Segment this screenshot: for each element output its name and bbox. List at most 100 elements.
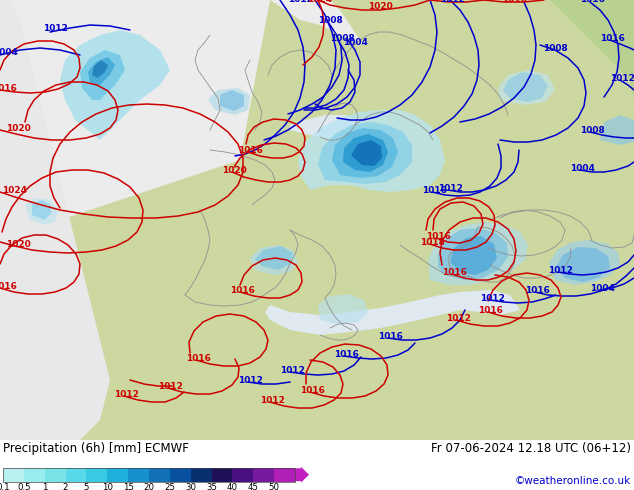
Bar	[3, 467, 295, 482]
Text: 40: 40	[227, 483, 238, 490]
Polygon shape	[0, 0, 110, 440]
Text: 25: 25	[164, 483, 176, 490]
Text: 1012: 1012	[437, 184, 462, 193]
Text: 1016: 1016	[333, 349, 358, 359]
Polygon shape	[0, 0, 634, 440]
Polygon shape	[32, 200, 51, 220]
Text: 20: 20	[143, 483, 155, 490]
Bar	[107, 467, 128, 482]
Text: 1012: 1012	[548, 266, 573, 274]
Polygon shape	[220, 90, 244, 111]
Text: 1012: 1012	[42, 24, 67, 32]
Polygon shape	[290, 115, 375, 155]
Text: 1016: 1016	[230, 286, 254, 294]
Polygon shape	[208, 88, 250, 115]
Text: 35: 35	[206, 483, 217, 490]
Bar	[45, 467, 65, 482]
Text: 2: 2	[63, 483, 68, 490]
Text: 1016: 1016	[600, 33, 624, 43]
Polygon shape	[549, 240, 620, 285]
Text: 1004: 1004	[590, 284, 614, 293]
Bar	[212, 467, 233, 482]
Text: 1016: 1016	[579, 0, 604, 4]
Text: 10: 10	[102, 483, 113, 490]
Text: 1012: 1012	[609, 74, 634, 82]
Polygon shape	[80, 50, 125, 100]
Bar	[233, 467, 254, 482]
Text: 15: 15	[122, 483, 134, 490]
Bar	[24, 467, 45, 482]
Bar	[3, 467, 24, 482]
Text: 1012: 1012	[238, 375, 262, 385]
Text: 1012: 1012	[280, 366, 304, 374]
Text: 1012: 1012	[158, 382, 183, 391]
Text: 1016: 1016	[299, 386, 325, 394]
Polygon shape	[438, 228, 508, 280]
Polygon shape	[556, 247, 610, 282]
Polygon shape	[298, 110, 445, 192]
Polygon shape	[503, 72, 548, 102]
Text: 1012: 1012	[113, 390, 138, 398]
Text: 1016: 1016	[186, 353, 210, 363]
Bar	[128, 467, 149, 482]
Polygon shape	[318, 294, 368, 325]
Polygon shape	[250, 245, 298, 275]
Polygon shape	[88, 57, 115, 85]
Text: 1: 1	[42, 483, 48, 490]
Text: 1012: 1012	[259, 395, 285, 405]
Text: 1024: 1024	[307, 0, 332, 4]
Text: 1016: 1016	[0, 282, 16, 291]
Text: Fr 07-06-2024 12.18 UTC (06+12): Fr 07-06-2024 12.18 UTC (06+12)	[431, 442, 631, 455]
Text: 30: 30	[185, 483, 196, 490]
Bar	[170, 467, 191, 482]
Text: 1020: 1020	[368, 1, 392, 10]
Polygon shape	[25, 198, 58, 225]
Bar	[86, 467, 107, 482]
Text: 1008: 1008	[543, 44, 567, 52]
Polygon shape	[265, 290, 520, 335]
Text: 1016: 1016	[425, 231, 450, 241]
Text: 1024: 1024	[3, 186, 27, 195]
Text: 1016: 1016	[378, 332, 403, 341]
Polygon shape	[60, 30, 170, 140]
Polygon shape	[600, 115, 634, 145]
Text: 1008: 1008	[330, 33, 354, 43]
Bar	[191, 467, 212, 482]
Text: 1016: 1016	[441, 268, 467, 276]
Polygon shape	[351, 140, 382, 166]
Text: 1016: 1016	[0, 83, 16, 93]
Text: 1008: 1008	[579, 125, 604, 135]
Text: 0.5: 0.5	[17, 483, 30, 490]
Polygon shape	[92, 60, 108, 78]
Text: 1016: 1016	[422, 186, 446, 195]
Text: 1018: 1018	[420, 238, 444, 246]
Polygon shape	[428, 222, 528, 285]
Polygon shape	[343, 134, 388, 172]
Text: 1004: 1004	[342, 38, 368, 47]
Text: 50: 50	[269, 483, 280, 490]
Text: 1016: 1016	[477, 305, 502, 315]
Text: 1020: 1020	[6, 123, 30, 132]
Polygon shape	[450, 236, 497, 275]
Bar	[254, 467, 274, 482]
Polygon shape	[255, 246, 293, 270]
Text: 1004: 1004	[0, 48, 18, 56]
Text: 1016: 1016	[501, 0, 526, 4]
Text: 1020: 1020	[222, 166, 247, 174]
Polygon shape	[330, 0, 634, 190]
Polygon shape	[318, 122, 412, 184]
Text: 1016: 1016	[238, 146, 262, 154]
Text: Precipitation (6h) [mm] ECMWF: Precipitation (6h) [mm] ECMWF	[3, 442, 189, 455]
Text: 5: 5	[84, 483, 89, 490]
Polygon shape	[332, 128, 398, 178]
Text: 1012: 1012	[446, 314, 470, 322]
Text: 45: 45	[248, 483, 259, 490]
Text: 1012: 1012	[479, 294, 505, 302]
Text: 1008: 1008	[318, 16, 342, 24]
Polygon shape	[498, 70, 555, 105]
Polygon shape	[550, 0, 634, 100]
Text: 0.1: 0.1	[0, 483, 10, 490]
Bar	[274, 467, 295, 482]
Text: 1012: 1012	[288, 0, 313, 4]
Bar	[65, 467, 86, 482]
